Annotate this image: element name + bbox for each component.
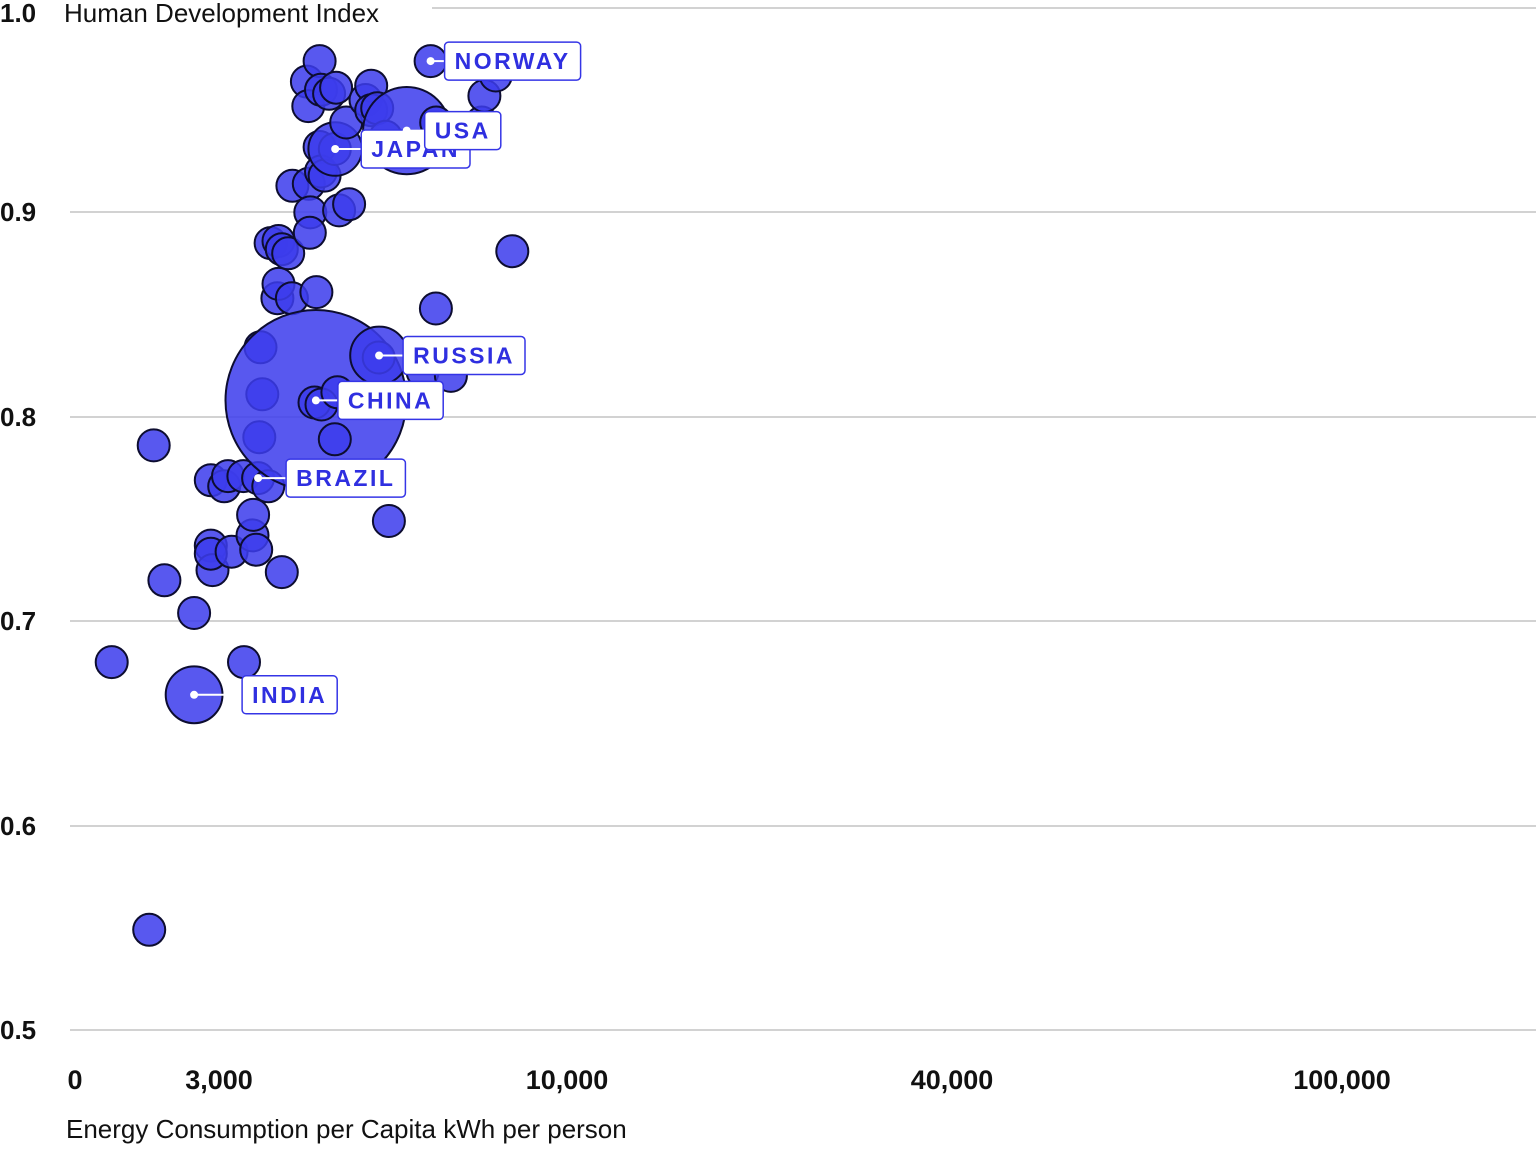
label-brazil: BRAZIL [296,465,395,491]
x-tick-label: 10,000 [526,1065,609,1095]
bubble [177,596,212,630]
label-anchor-dot [311,396,320,405]
label-china: CHINA [348,387,433,413]
label-anchor-dot [402,126,411,135]
bubble [299,275,334,310]
x-axis-ticks: 0 3,000 10,000 40,000 100,000 [67,1065,1390,1095]
x-axis-title: Energy Consumption per Capita kWh per pe… [66,1114,627,1144]
label-india: INDIA [252,682,327,708]
label-box-china [337,380,444,421]
y-axis-title: Human Development Index [64,0,379,28]
bubble [227,645,261,680]
bubble [94,645,129,680]
y-tick-label: 0.9 [0,197,36,227]
x-tick-label: 0 [67,1065,82,1095]
bubble [371,504,406,538]
bubble [271,236,306,271]
x-tick-label: 100,000 [1293,1065,1391,1095]
gridlines [70,7,1536,1031]
bubble [147,563,182,598]
x-tick-label: 3,000 [185,1065,253,1095]
label-box-brazil [285,458,407,498]
y-tick-label: 0.6 [0,811,36,841]
bubble [136,428,171,463]
bubble [239,532,274,567]
label-usa: USA [435,118,491,144]
y-tick-label: 0.7 [0,606,36,636]
label-russia: RUSSIA [413,343,515,369]
label-anchor-dot [375,351,384,360]
bubble [319,70,354,105]
bubble [236,497,271,532]
label-box-india [241,675,338,715]
y-axis-ticks: 1.0 0.9 0.8 0.7 0.6 0.5 [0,0,36,1045]
bubble [332,187,367,222]
y-tick-label: 0.5 [0,1015,36,1045]
bubble [418,291,453,326]
bubble [132,912,167,947]
bubble [317,422,352,457]
y-tick-label: 0.8 [0,402,36,432]
label-box-norway [443,41,582,81]
bubble [264,555,299,590]
label-box-usa [423,110,502,151]
bubble [292,215,327,250]
label-anchor-dot [254,474,263,483]
label-anchor-dot [426,57,435,66]
label-anchor-dot [190,690,199,699]
label-anchor-dot [331,145,340,153]
label-box-russia [402,335,526,376]
x-tick-label: 40,000 [911,1065,994,1095]
bubble [495,234,530,269]
label-norway: NORWAY [455,48,571,74]
y-tick-label: 1.0 [0,0,36,28]
